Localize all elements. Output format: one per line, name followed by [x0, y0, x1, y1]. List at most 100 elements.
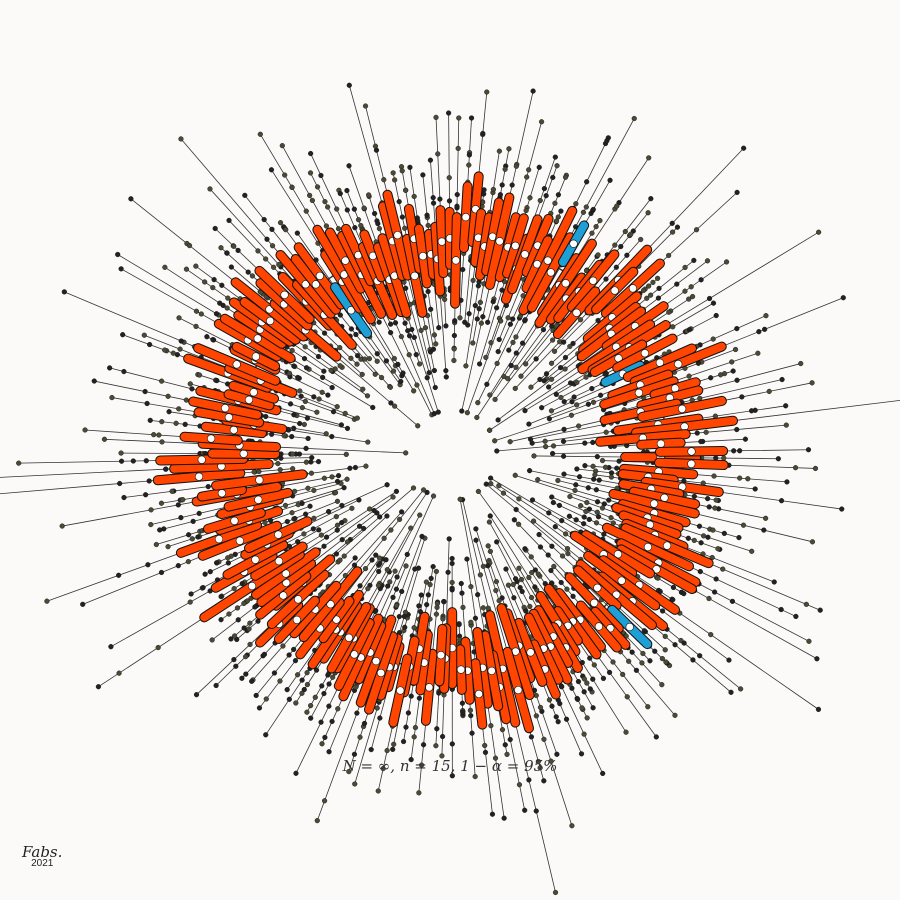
sample-point [569, 823, 575, 829]
sample-point [322, 734, 328, 741]
sample-point [307, 192, 313, 199]
sample-point [711, 589, 718, 595]
sample-point [775, 456, 781, 462]
sample-mean-marker [410, 271, 419, 280]
sample-point [187, 381, 193, 387]
sample-point [169, 488, 175, 494]
sample-point [352, 781, 358, 787]
sample-point [372, 371, 378, 377]
sample-point [308, 459, 314, 465]
sample-point [640, 650, 646, 657]
sample-point [200, 585, 206, 591]
sample-point [685, 535, 691, 541]
sample-point [646, 283, 652, 289]
sample-point [705, 534, 711, 540]
sample-point [418, 762, 425, 768]
sample-point [333, 551, 340, 557]
sample-point [443, 374, 449, 380]
sample-point [526, 167, 532, 173]
sample-mean-marker [593, 583, 602, 592]
sample-mean-marker [511, 241, 520, 251]
sample-point [698, 438, 704, 445]
sample-point [590, 206, 596, 213]
sample-point [734, 325, 740, 332]
sample-point [572, 487, 578, 493]
sample-mean-marker [674, 359, 683, 369]
sample-point [411, 625, 417, 631]
sample-point [548, 408, 555, 414]
sample-point [189, 536, 195, 542]
sample-point [493, 587, 499, 594]
sample-point [648, 196, 654, 202]
sample-point [530, 518, 537, 524]
sample-point [548, 758, 554, 764]
sample-point [353, 331, 359, 338]
sample-point [400, 370, 406, 376]
sample-mean-marker [474, 689, 483, 699]
sample-point [376, 568, 382, 575]
sample-point [495, 349, 501, 355]
sample-point [694, 430, 700, 436]
sample-point [358, 222, 364, 229]
sample-point [308, 703, 314, 709]
sample-point [591, 662, 597, 668]
sample-point [193, 323, 199, 330]
sample-point [416, 361, 423, 367]
sample-point [706, 504, 712, 510]
sample-point [443, 368, 449, 374]
sample-point [761, 527, 767, 533]
sample-point [530, 88, 536, 94]
sample-point [730, 368, 736, 374]
sample-point [748, 408, 755, 414]
sample-point [337, 312, 343, 318]
sample-point [594, 499, 601, 505]
sample-point [507, 736, 513, 743]
sample-mean-marker [244, 395, 254, 404]
sample-point [549, 450, 556, 457]
sample-point [798, 360, 804, 367]
sample-point [344, 207, 350, 213]
sample-mean-marker [274, 530, 283, 539]
sample-mean-marker [652, 565, 661, 574]
sample-point [375, 582, 382, 588]
sample-mean-marker [251, 352, 260, 361]
sample-point [533, 713, 539, 719]
sample-point [180, 497, 186, 503]
sample-mean-marker [687, 459, 696, 468]
sample-point [341, 553, 347, 559]
sample-point [303, 459, 309, 465]
sample-point [599, 505, 606, 511]
sample-point [691, 537, 697, 543]
sample-point [294, 230, 300, 236]
sample-point [315, 458, 322, 465]
sample-point [480, 605, 486, 611]
sample-point [728, 689, 734, 695]
sample-point [558, 394, 564, 401]
sample-point [614, 465, 620, 471]
sample-point [817, 607, 823, 613]
sample-point [291, 412, 297, 418]
signature-name: Fabs. [22, 843, 63, 861]
sample-point [277, 467, 283, 473]
sample-point [388, 400, 394, 406]
sample-point [474, 316, 480, 322]
signature-year: 2021 [31, 858, 54, 869]
sample-point [417, 512, 423, 518]
sample-point [109, 394, 115, 401]
sample-point [211, 277, 217, 283]
sample-point [559, 684, 565, 690]
sample-mean-marker [437, 237, 447, 246]
sample-point [582, 463, 588, 469]
sample-point [141, 332, 147, 338]
sample-point [550, 174, 556, 181]
sample-point [175, 502, 181, 508]
sample-point [366, 192, 372, 198]
sample-point [374, 358, 380, 364]
sample-point [620, 671, 626, 678]
sample-point [558, 208, 564, 214]
sample-point [522, 317, 528, 323]
sample-point [439, 733, 446, 740]
sample-point [433, 611, 439, 617]
sample-point [763, 313, 769, 319]
sample-point [366, 356, 373, 362]
